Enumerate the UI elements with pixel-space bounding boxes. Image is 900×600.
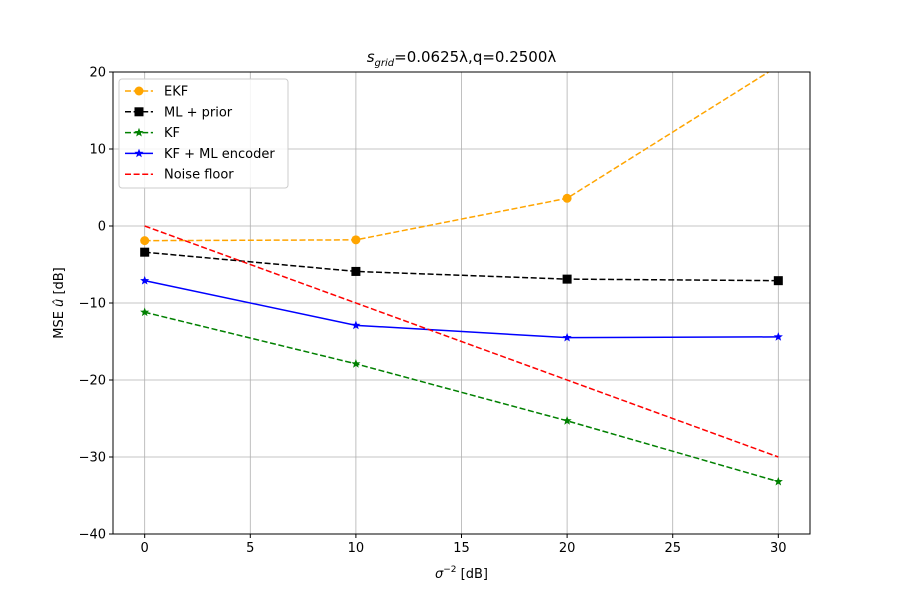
legend-label: EKF [164,85,188,100]
y-axis-label: MSE û [dB] [52,267,67,339]
data-point-ml-prior [562,274,572,284]
series-line-noise-floor [144,225,779,458]
y-tick-label: 10 [89,143,106,158]
x-tick-label: 10 [348,541,365,556]
y-tick-label: −20 [79,374,106,389]
data-point-ml-prior [351,266,361,276]
data-point-kf-ml-encoder [351,320,361,330]
data-point-ml-prior [140,247,150,257]
series-ekf [140,61,783,246]
data-point-ekf [140,236,150,246]
legend-item-noise-floor: Noise floor [125,168,234,183]
x-tick-label: 5 [246,541,254,556]
y-tick-label: 0 [98,220,106,235]
x-axis-label: σ−2 [dB] [435,565,488,582]
legend-frame [118,78,289,189]
legend-marker [134,86,144,96]
legend-item-ekf: EKF [125,85,188,100]
x-tick-label: 25 [664,541,681,556]
data-point-kf [140,307,150,317]
data-point-kf [562,416,572,425]
x-tick-label: 15 [453,541,470,556]
legend-label: Noise floor [164,168,234,183]
legend-marker [134,148,144,158]
data-point-kf-ml-encoder [562,332,572,342]
series-line-kf [144,311,779,483]
data-point-kf [773,476,783,486]
series-line-ekf [144,72,770,242]
legend-marker [134,127,144,137]
legend-item-ml-prior: ML + prior [125,105,233,120]
series-ml-prior [140,247,783,286]
legend-label: KF + ML encoder [164,147,275,162]
series-layer [140,61,783,486]
legend-item-kf: KF [125,126,180,141]
data-point-kf-ml-encoder [773,332,783,341]
y-tick-label: −30 [79,451,106,466]
legend-marker [134,107,144,117]
legend-label: ML + prior [164,105,233,120]
chart-title: sgrid=0.0625λ,q=0.2500λ [367,48,557,69]
data-point-kf-ml-encoder [140,275,150,285]
y-tick-label: 20 [89,66,106,81]
series-noise-floor [144,225,779,458]
axis-ticks: 0 5 10 15 20 25 30 −40 −30 −20 −10 0 10 20 [79,66,787,557]
legend-item-kf-ml-encoder: KF + ML encoder [125,147,275,162]
data-point-ekf [351,235,361,245]
x-tick-label: 20 [559,541,576,556]
x-tick-label: 30 [770,541,787,556]
y-tick-label: −10 [79,297,106,312]
data-point-kf [351,359,361,368]
data-point-ekf [774,61,783,70]
x-tick-label: 0 [141,541,149,556]
series-line-kf-ml-encoder [144,279,779,339]
series-line-ml-prior [144,251,779,282]
series-kf [140,307,783,486]
data-point-ml-prior [773,276,783,286]
legend-label: KF [164,126,180,141]
data-point-ekf [562,193,572,203]
series-kf-ml-encoder [140,275,783,342]
legend: EKF ML + prior KF KF + ML encoder Noise floo… [118,78,289,189]
y-tick-label: −40 [79,528,106,543]
